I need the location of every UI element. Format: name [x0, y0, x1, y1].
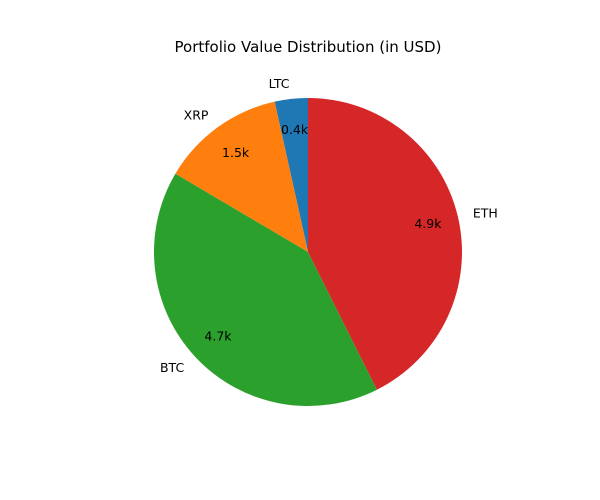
pie-slice-btc: [153, 173, 377, 407]
slice-value-btc: 4.7k: [204, 329, 232, 344]
slice-label-eth: ETH: [473, 206, 498, 221]
pie-slices: [153, 98, 463, 407]
slice-value-ltc: 0.4k: [281, 122, 309, 137]
chart-title: Portfolio Value Distribution (in USD): [175, 38, 442, 56]
pie-slice-ltc: [274, 98, 308, 252]
pie-slice-xrp: [175, 101, 308, 252]
pie-slice-eth: [308, 98, 463, 390]
pie-labels: LTC 0.4k XRP 1.5k BTC 4.7k ETH 4.9k: [160, 76, 498, 375]
slice-label-ltc: LTC: [269, 76, 290, 91]
slice-value-xrp: 1.5k: [222, 145, 250, 160]
slice-label-btc: BTC: [160, 360, 184, 375]
slice-label-xrp: XRP: [184, 107, 209, 122]
slice-value-eth: 4.9k: [414, 216, 442, 231]
